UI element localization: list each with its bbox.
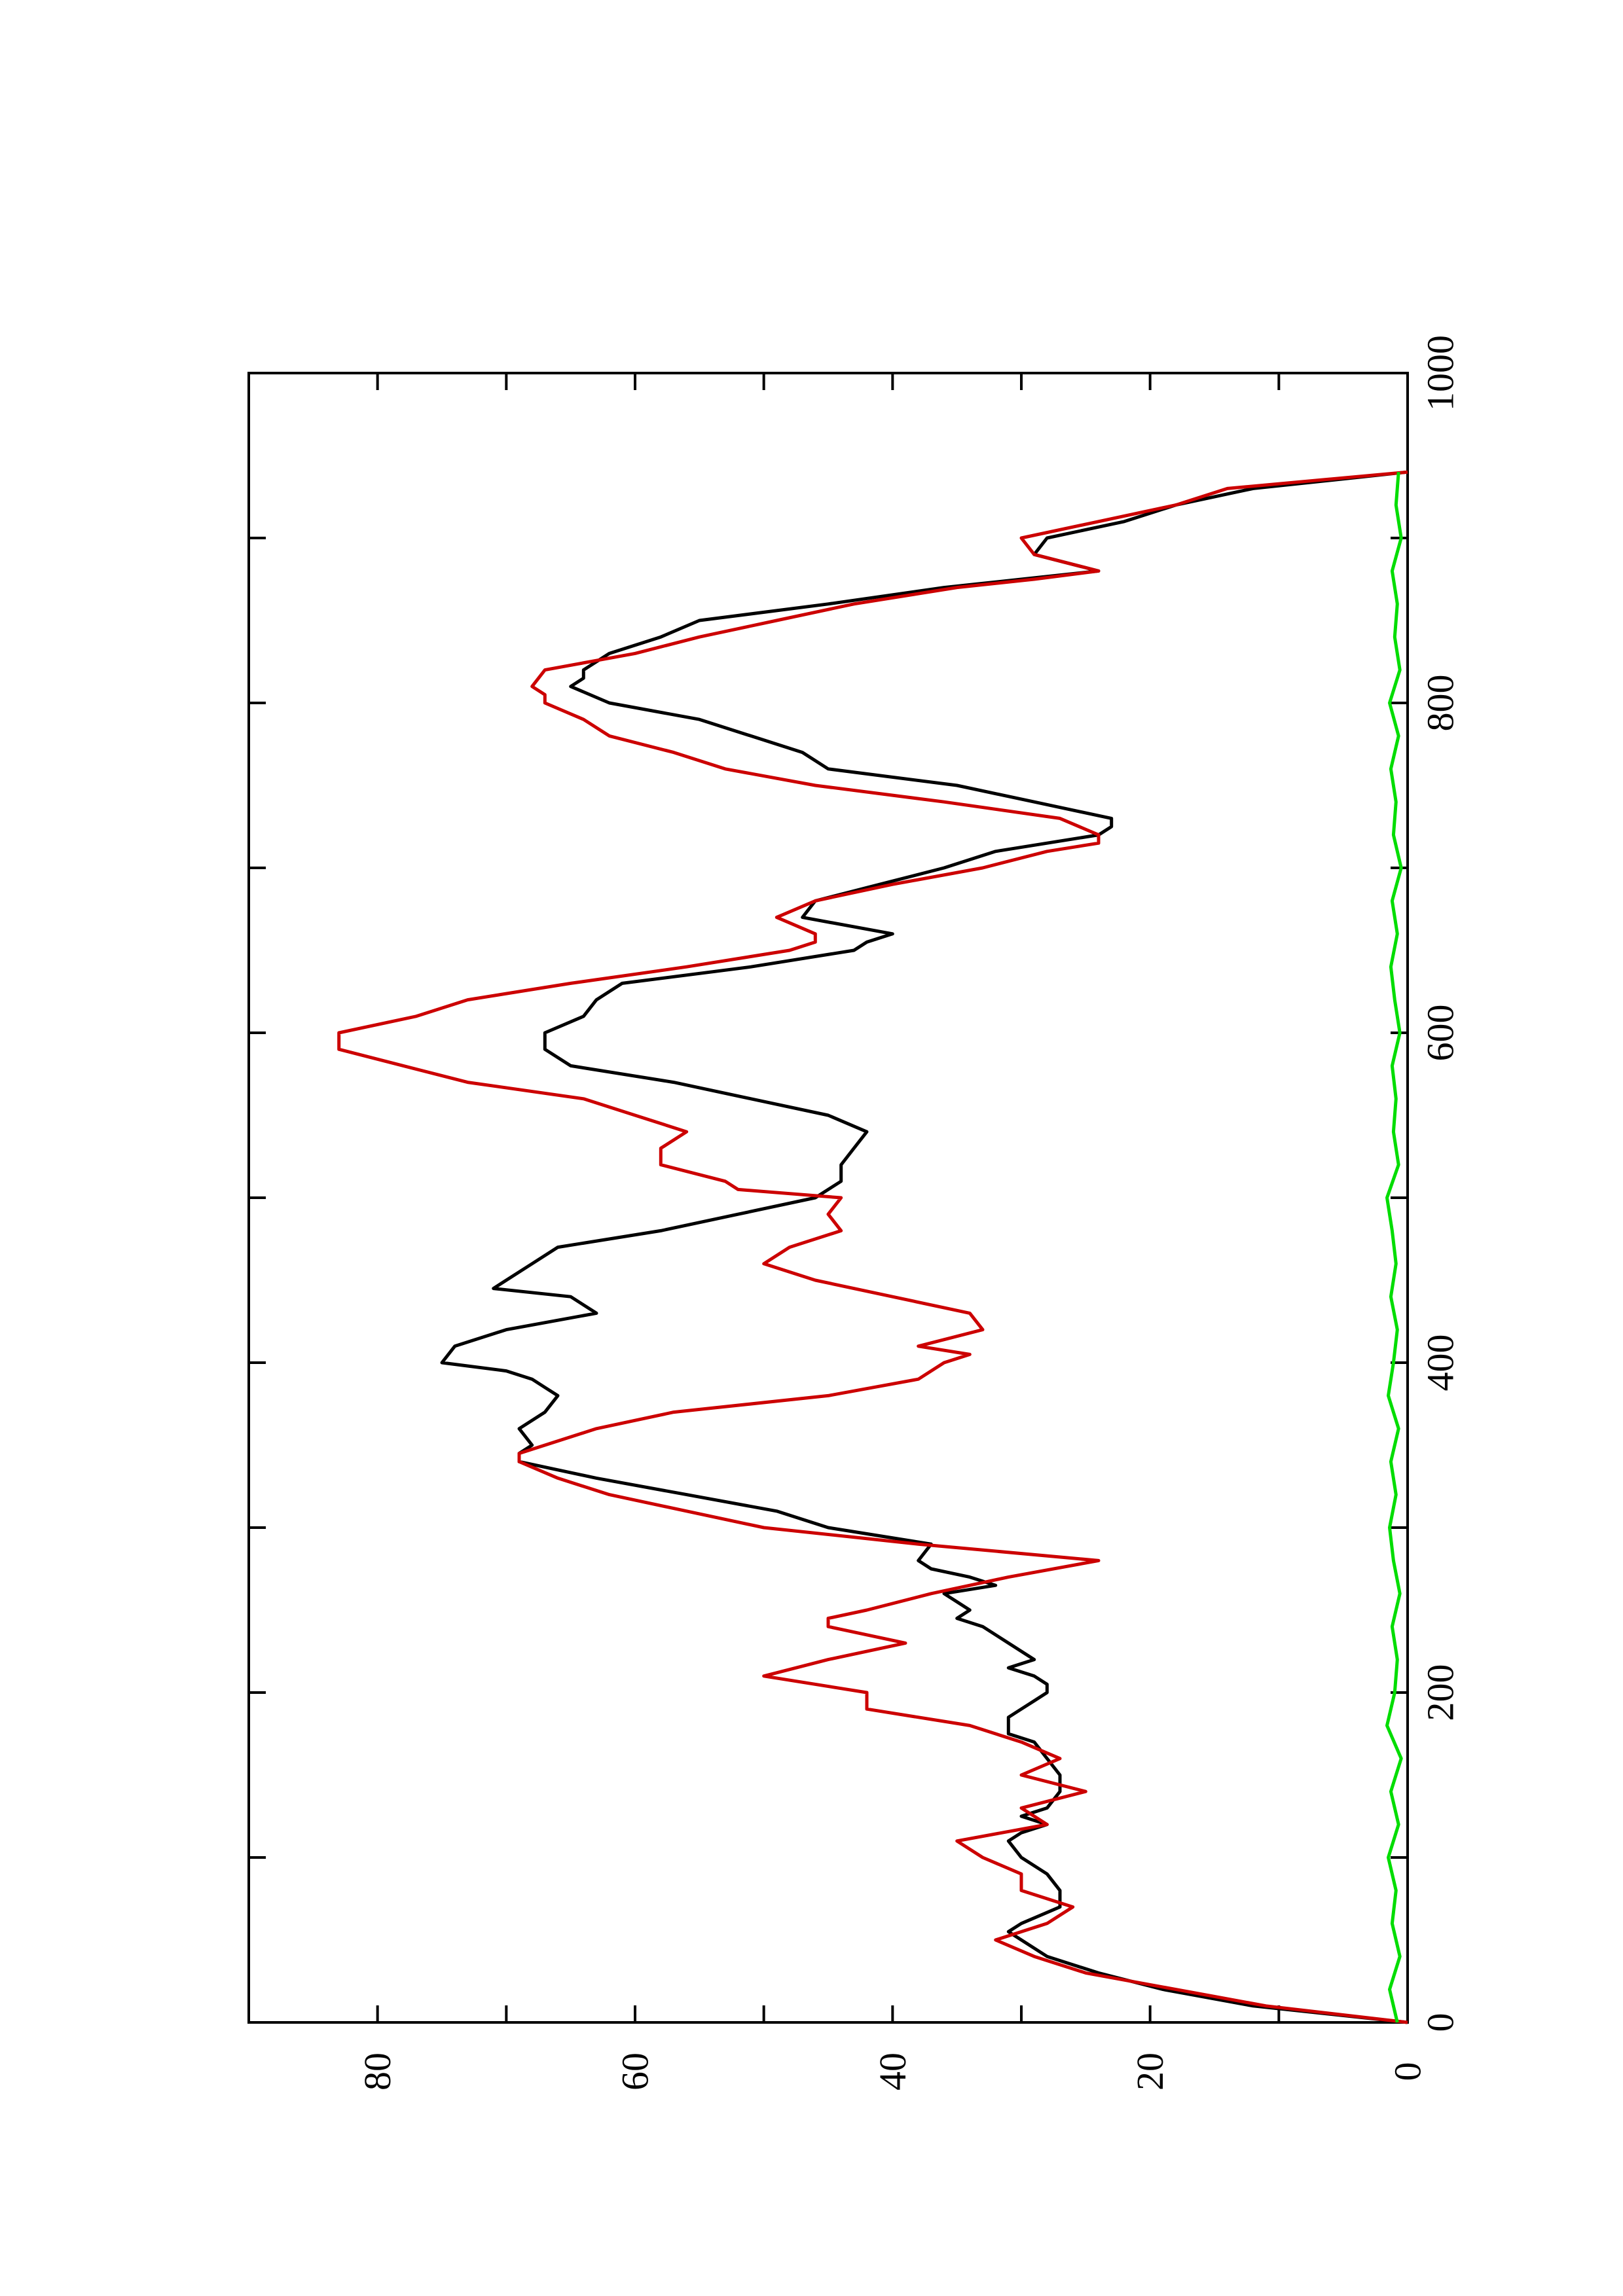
y-tick-label: 20 xyxy=(1129,2053,1171,2090)
axis-tick-labels: 0 200 400 600 800 1000 0 20 40 60 80 xyxy=(356,335,1461,2090)
series-line-3 xyxy=(1385,472,1403,2023)
x-tick-label: 800 xyxy=(1419,675,1462,732)
y-tick-label: 40 xyxy=(871,2053,914,2090)
series-line-1 xyxy=(440,470,1408,2024)
y-tick-label: 0 xyxy=(1387,2062,1429,2081)
y-tick-label: 80 xyxy=(356,2053,399,2090)
y-tick-label: 60 xyxy=(614,2053,657,2090)
x-tick-label: 0 xyxy=(1419,2013,1462,2032)
x-tick-label: 1000 xyxy=(1419,335,1462,411)
series-line-2 xyxy=(337,470,1408,2024)
x-tick-label: 400 xyxy=(1419,1335,1462,1391)
x-tick-label: 200 xyxy=(1419,1664,1462,1721)
x-tick-label: 600 xyxy=(1419,1005,1462,1062)
series-layer xyxy=(337,470,1408,2024)
